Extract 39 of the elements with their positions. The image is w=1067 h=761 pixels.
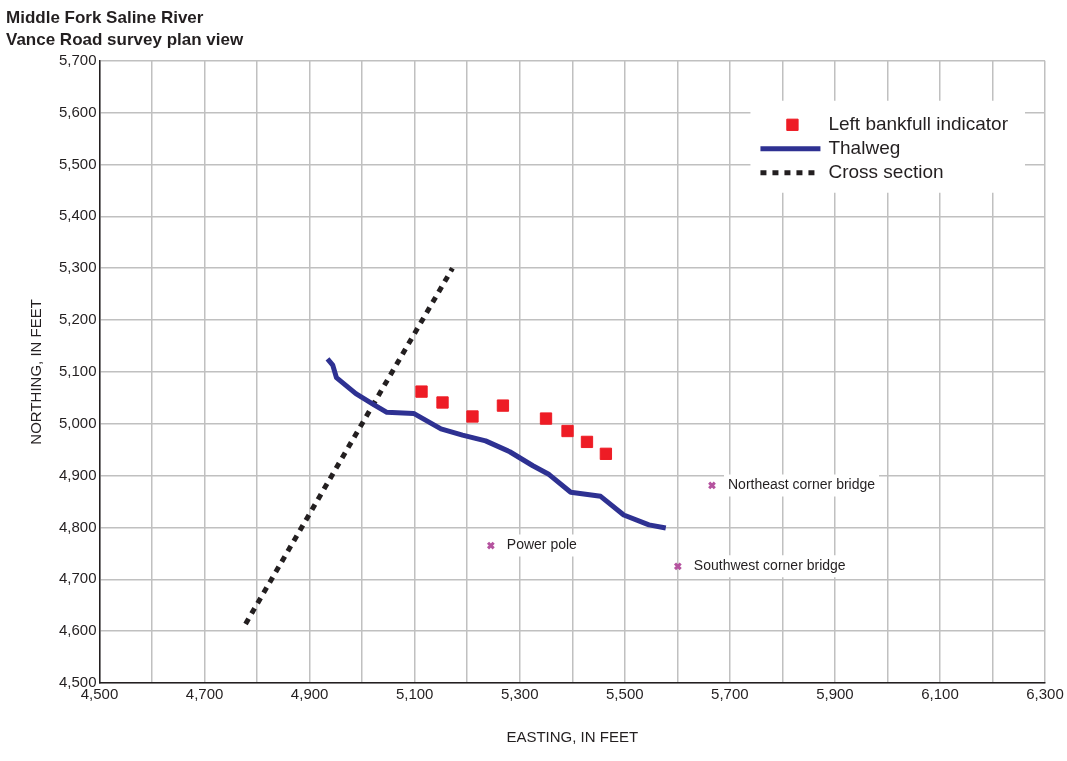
point: [415, 385, 428, 398]
x-tick-label: 5,500: [606, 685, 644, 703]
y-tick-label: 4,800: [58, 517, 97, 535]
y-tick-label: 5,300: [58, 258, 97, 276]
point: [539, 412, 553, 425]
annotation: Northeast corner bridge: [727, 476, 876, 493]
y-tick-label: 5,400: [58, 206, 97, 224]
point: [561, 424, 574, 438]
y-tick-label: 4,600: [58, 621, 97, 639]
y-tick-label: 5,100: [58, 362, 97, 380]
x-tick-label: 5,900: [816, 685, 854, 703]
y-axis-title: NORTHING, IN FEET: [27, 299, 45, 445]
x-tick-label: 5,100: [395, 685, 434, 703]
x-tick-label: 4,900: [290, 685, 329, 703]
x-tick-label: 6,300: [1026, 685, 1064, 703]
x-tick-label: 4,700: [185, 685, 224, 703]
y-tick-label: 5,600: [58, 102, 97, 120]
x-tick-label: 5,300: [500, 685, 539, 703]
y-tick-label: 5,200: [58, 310, 97, 328]
y-tick-label: 5,500: [58, 154, 97, 172]
y-tick-label: 4,700: [58, 569, 97, 587]
y-tick-label: 4,900: [58, 465, 97, 483]
point: [599, 447, 613, 460]
x-axis-title: EASTING, IN FEET: [506, 728, 639, 746]
point: [466, 410, 479, 423]
legend-label: Left bankfull indicator: [828, 113, 1009, 135]
legend-label: Thalweg: [828, 137, 901, 159]
y-tick-label: 5,000: [58, 413, 97, 431]
chart-subtitle: Vance Road survey plan view: [6, 30, 244, 50]
annotation: Power pole: [506, 536, 578, 553]
legend-label: Cross section: [828, 161, 944, 183]
annotation: Southwest corner bridge: [693, 557, 846, 574]
point: [580, 435, 594, 449]
chart-title: Middle Fork Saline River: [6, 7, 204, 27]
x-tick-label: 5,700: [711, 685, 749, 703]
y-tick-label: 5,700: [58, 50, 97, 68]
x-tick-label: 6,100: [921, 685, 959, 703]
point: [496, 399, 510, 412]
point: [436, 396, 449, 409]
